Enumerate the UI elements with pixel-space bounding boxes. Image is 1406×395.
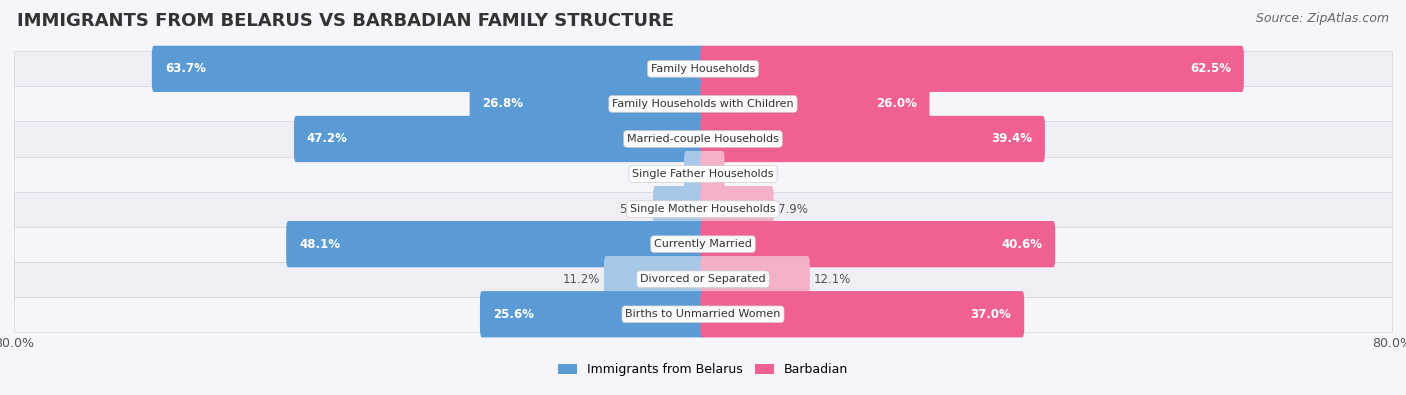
FancyBboxPatch shape: [700, 221, 1056, 267]
FancyBboxPatch shape: [652, 186, 706, 232]
FancyBboxPatch shape: [287, 221, 706, 267]
FancyBboxPatch shape: [700, 256, 810, 302]
Bar: [14, 227, 1392, 261]
Text: Married-couple Households: Married-couple Households: [627, 134, 779, 144]
Text: 26.8%: 26.8%: [482, 98, 523, 111]
Text: 40.6%: 40.6%: [1001, 238, 1042, 251]
FancyBboxPatch shape: [700, 116, 1045, 162]
Text: 37.0%: 37.0%: [970, 308, 1011, 321]
FancyBboxPatch shape: [685, 151, 706, 197]
Text: 5.5%: 5.5%: [619, 203, 648, 216]
Text: 12.1%: 12.1%: [814, 273, 852, 286]
Bar: [14, 297, 1392, 332]
Text: 48.1%: 48.1%: [299, 238, 340, 251]
Bar: [14, 121, 1392, 156]
Text: Single Father Households: Single Father Households: [633, 169, 773, 179]
Text: 7.9%: 7.9%: [778, 203, 808, 216]
Text: Divorced or Separated: Divorced or Separated: [640, 274, 766, 284]
FancyBboxPatch shape: [700, 151, 724, 197]
Text: 62.5%: 62.5%: [1189, 62, 1230, 75]
Text: Source: ZipAtlas.com: Source: ZipAtlas.com: [1256, 12, 1389, 25]
Text: Single Mother Households: Single Mother Households: [630, 204, 776, 214]
Text: Currently Married: Currently Married: [654, 239, 752, 249]
FancyBboxPatch shape: [700, 46, 1244, 92]
Text: Births to Unmarried Women: Births to Unmarried Women: [626, 309, 780, 319]
Text: 11.2%: 11.2%: [562, 273, 599, 286]
FancyBboxPatch shape: [700, 186, 773, 232]
Text: Family Households: Family Households: [651, 64, 755, 74]
Text: 47.2%: 47.2%: [307, 132, 347, 145]
FancyBboxPatch shape: [294, 116, 706, 162]
Bar: [14, 87, 1392, 121]
Text: 1.9%: 1.9%: [650, 167, 679, 181]
Bar: [14, 192, 1392, 227]
Bar: [14, 156, 1392, 192]
Bar: [14, 51, 1392, 87]
Text: 26.0%: 26.0%: [876, 98, 917, 111]
Text: 25.6%: 25.6%: [494, 308, 534, 321]
FancyBboxPatch shape: [700, 81, 929, 127]
FancyBboxPatch shape: [700, 291, 1024, 337]
Text: Family Households with Children: Family Households with Children: [612, 99, 794, 109]
Text: 2.2%: 2.2%: [728, 167, 759, 181]
Legend: Immigrants from Belarus, Barbadian: Immigrants from Belarus, Barbadian: [558, 363, 848, 376]
Text: 39.4%: 39.4%: [991, 132, 1032, 145]
FancyBboxPatch shape: [470, 81, 706, 127]
FancyBboxPatch shape: [479, 291, 706, 337]
Bar: [14, 261, 1392, 297]
Text: IMMIGRANTS FROM BELARUS VS BARBADIAN FAMILY STRUCTURE: IMMIGRANTS FROM BELARUS VS BARBADIAN FAM…: [17, 12, 673, 30]
Text: 63.7%: 63.7%: [165, 62, 205, 75]
FancyBboxPatch shape: [152, 46, 706, 92]
FancyBboxPatch shape: [605, 256, 706, 302]
